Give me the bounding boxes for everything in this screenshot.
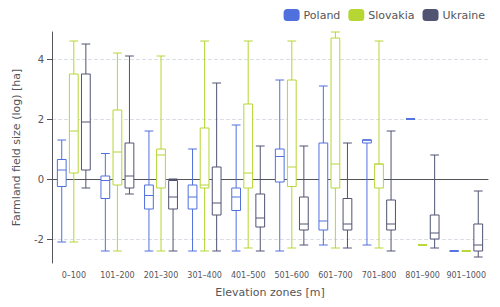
- svg-text:501–600: 501–600: [275, 271, 310, 280]
- svg-text:601–700: 601–700: [318, 271, 353, 280]
- svg-text:Ukraine: Ukraine: [443, 9, 486, 22]
- svg-text:701–800: 701–800: [362, 271, 397, 280]
- svg-text:301–400: 301–400: [187, 271, 222, 280]
- svg-text:101–200: 101–200: [100, 271, 135, 280]
- svg-text:0: 0: [38, 174, 44, 185]
- svg-text:Farmland field size (log) [ha]: Farmland field size (log) [ha]: [10, 69, 23, 227]
- svg-text:4: 4: [38, 54, 44, 65]
- svg-text:Elevation zones [m]: Elevation zones [m]: [215, 286, 324, 299]
- svg-text:2: 2: [38, 114, 44, 125]
- svg-text:801–900: 801–900: [405, 271, 440, 280]
- svg-text:Poland: Poland: [304, 9, 341, 22]
- svg-text:901–1000: 901–1000: [446, 271, 486, 280]
- svg-text:-2: -2: [34, 234, 44, 245]
- svg-text:201–300: 201–300: [144, 271, 179, 280]
- svg-text:401–500: 401–500: [231, 271, 266, 280]
- svg-text:Slovakia: Slovakia: [368, 9, 414, 22]
- svg-text:0–100: 0–100: [62, 271, 86, 280]
